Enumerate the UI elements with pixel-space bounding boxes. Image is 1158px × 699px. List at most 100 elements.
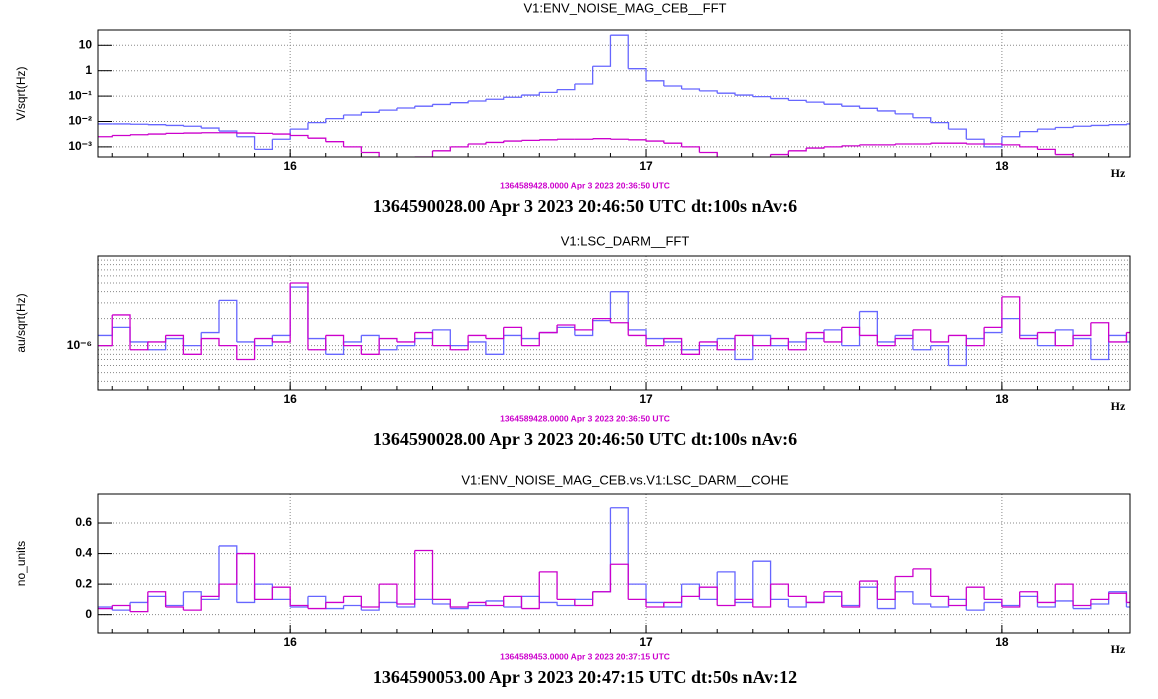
step-bin xyxy=(823,595,843,606)
step-bin xyxy=(948,142,967,144)
step-bin xyxy=(823,145,843,148)
step-bin xyxy=(485,327,505,340)
step-bin xyxy=(592,564,612,593)
y-tick-label: 10⁻¹ xyxy=(68,88,92,102)
step-bin xyxy=(503,595,523,609)
step-bin xyxy=(984,136,1003,148)
step-bin xyxy=(272,282,291,343)
step-bin xyxy=(859,107,878,111)
step-bin xyxy=(201,545,220,601)
step-bin xyxy=(877,143,896,146)
step-bin xyxy=(823,103,843,107)
step-bin xyxy=(574,66,594,85)
step-bin xyxy=(592,291,612,322)
step-bin xyxy=(1108,334,1128,342)
subtitle: 1364589453.0000 Apr 3 2023 20:37:15 UTC xyxy=(500,651,670,661)
step-bin xyxy=(325,115,345,120)
step-bin xyxy=(432,329,451,346)
step-bin xyxy=(396,599,416,608)
step-bin xyxy=(788,338,807,343)
y-tick-label: 0.6 xyxy=(75,515,92,529)
step-bin xyxy=(699,90,718,94)
step-bin xyxy=(877,576,896,601)
x-axis-label: Hz xyxy=(1111,166,1126,180)
y-tick-label: 0.2 xyxy=(75,576,92,590)
step-bin xyxy=(592,318,612,323)
step-bin xyxy=(343,146,362,153)
step-bin xyxy=(147,124,167,126)
step-bin xyxy=(806,331,825,342)
y-axis-label: V/sqrt(Hz) xyxy=(14,66,28,120)
step-bin xyxy=(663,85,683,90)
step-bin xyxy=(432,603,451,609)
step-bin xyxy=(396,550,416,605)
step-bin xyxy=(912,568,932,597)
step-bin xyxy=(361,151,380,157)
step-bin xyxy=(646,140,665,144)
step-bin xyxy=(1019,595,1039,608)
step-bin xyxy=(165,337,185,346)
x-tick-label: 16 xyxy=(283,392,297,406)
step-bin xyxy=(1090,593,1110,601)
step-bin xyxy=(646,602,665,608)
step-bin xyxy=(147,335,167,343)
step-bin xyxy=(1108,592,1128,603)
step-bin xyxy=(218,545,238,603)
step-bin xyxy=(325,605,345,610)
step-bin xyxy=(1055,335,1074,347)
step-bin xyxy=(414,549,434,600)
step-bin xyxy=(895,113,914,118)
footer: 1364590053.00 Apr 3 2023 20:47:15 UTC dt… xyxy=(373,667,797,687)
chart-title: V1:ENV_NOISE_MAG_CEB__FFT xyxy=(523,0,726,15)
step-bin xyxy=(717,599,736,607)
step-bin xyxy=(628,334,647,346)
step-bin xyxy=(112,326,131,342)
step-bin xyxy=(503,140,523,142)
step-bin xyxy=(752,338,772,347)
step-bin xyxy=(912,345,932,351)
step-bin xyxy=(1001,591,1021,608)
step-bin xyxy=(343,335,362,343)
step-bin xyxy=(912,117,932,123)
step-bin xyxy=(396,332,416,343)
step-bin xyxy=(272,133,291,136)
step-bin xyxy=(112,604,131,612)
step-bin xyxy=(272,129,291,140)
footer: 1364590028.00 Apr 3 2023 20:46:50 UTC dt… xyxy=(373,196,797,216)
step-bin xyxy=(770,598,790,608)
step-bin xyxy=(717,335,736,351)
step-bin xyxy=(414,331,434,346)
step-bin xyxy=(1019,129,1039,133)
step-bin xyxy=(290,604,309,609)
step-bin xyxy=(290,286,309,339)
step-bin xyxy=(877,338,896,347)
step-bin xyxy=(183,338,202,355)
step-bin xyxy=(823,591,843,608)
step-bin xyxy=(610,563,629,600)
step-bin xyxy=(307,335,327,351)
step-bin xyxy=(841,587,861,607)
step-bin xyxy=(201,337,220,346)
step-bin xyxy=(557,598,576,606)
x-tick-label: 16 xyxy=(283,635,297,649)
step-bin xyxy=(663,142,683,147)
step-bin xyxy=(1019,334,1039,346)
step-bin xyxy=(1037,148,1056,155)
step-bin xyxy=(966,327,985,347)
step-bin xyxy=(361,334,380,350)
step-bin xyxy=(236,341,256,346)
step-bin xyxy=(1073,337,1092,360)
step-bin xyxy=(503,596,523,608)
step-bin xyxy=(948,334,967,346)
step-bin xyxy=(930,335,950,343)
step-bin xyxy=(557,599,576,607)
series-group xyxy=(98,507,1130,613)
step-bin xyxy=(1073,603,1092,610)
step-bin xyxy=(948,598,967,611)
step-bin xyxy=(379,337,398,342)
step-bin xyxy=(272,287,291,337)
step-bin xyxy=(912,329,932,342)
step-bin xyxy=(1090,591,1110,605)
step-bin xyxy=(984,598,1003,608)
step-bin xyxy=(414,329,434,340)
